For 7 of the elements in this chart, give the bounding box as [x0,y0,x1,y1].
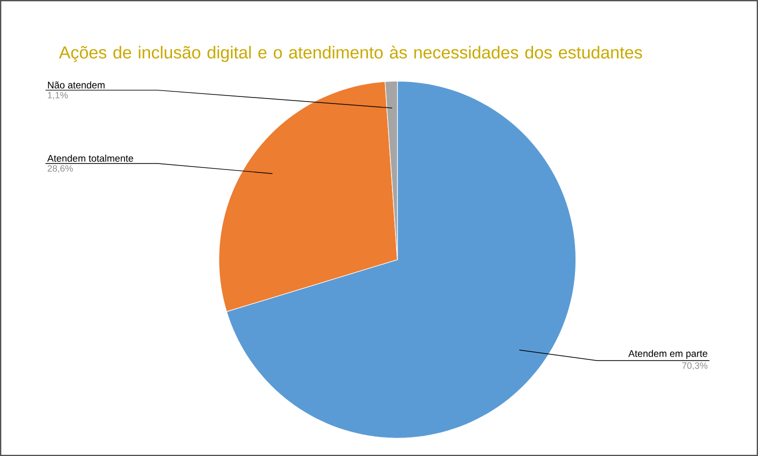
chart-title: Ações de inclusão digital e o atendimento às necessidades dos estudantes [58,46,642,62]
data-label: 28,6% [48,165,73,173]
data-label: 70,3% [682,362,708,370]
slice-label: Atendem totalmente [47,154,134,162]
data-label: 1,1% [48,92,68,100]
slice-label: Não atendem [48,81,105,88]
slice-label: Atendem em parte [628,350,708,359]
